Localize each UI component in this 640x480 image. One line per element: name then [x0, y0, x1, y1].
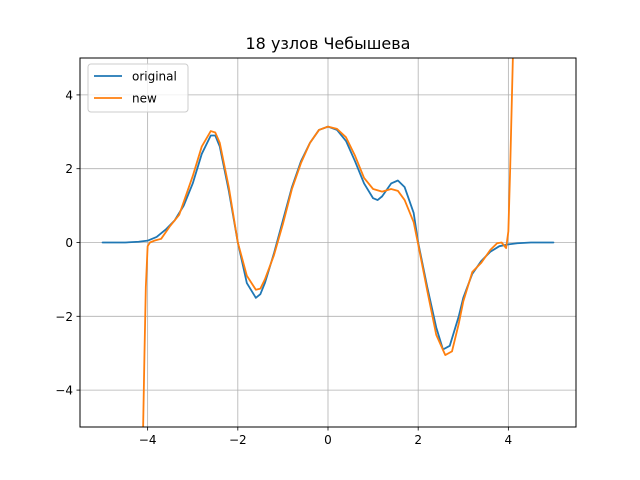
y-tick-label: −4: [55, 384, 73, 398]
legend: original new: [87, 63, 189, 113]
series-line-new: [142, 58, 514, 427]
legend-label-new: new: [132, 92, 157, 106]
y-tick-label: −2: [55, 310, 73, 324]
legend-items: original new: [94, 70, 177, 106]
x-tick-label: −4: [139, 433, 157, 447]
y-axis: −4 −2 0 2 4: [55, 88, 80, 398]
x-axis: −4 −2 0 2 4: [139, 427, 512, 447]
chart-title: 18 узлов Чебышева: [246, 34, 411, 53]
x-tick-label: −2: [229, 433, 247, 447]
legend-label-original: original: [132, 70, 177, 84]
y-tick-label: 0: [65, 236, 73, 250]
x-tick-label: 2: [414, 433, 422, 447]
y-tick-label: 2: [65, 162, 73, 176]
x-tick-label: 4: [505, 433, 513, 447]
x-tick-label: 0: [324, 433, 332, 447]
series-lines: [101, 58, 555, 427]
y-tick-label: 4: [65, 88, 73, 102]
